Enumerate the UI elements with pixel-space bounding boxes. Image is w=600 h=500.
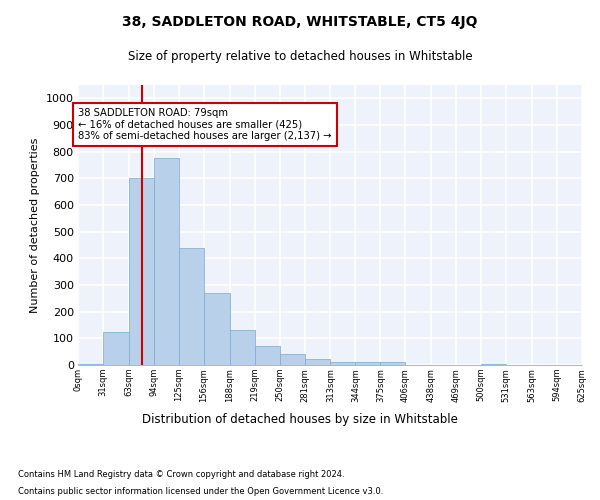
Bar: [305, 359, 331, 365]
Text: Contains HM Land Registry data © Crown copyright and database right 2024.: Contains HM Land Registry data © Crown c…: [18, 470, 344, 479]
Bar: [331, 362, 355, 365]
Bar: [179, 248, 204, 365]
Y-axis label: Number of detached properties: Number of detached properties: [30, 138, 40, 312]
Text: Contains public sector information licensed under the Open Government Licence v3: Contains public sector information licen…: [18, 488, 383, 496]
Bar: [78, 364, 103, 365]
Bar: [254, 346, 280, 365]
Bar: [154, 158, 179, 365]
Text: 38, SADDLETON ROAD, WHITSTABLE, CT5 4JQ: 38, SADDLETON ROAD, WHITSTABLE, CT5 4JQ: [122, 15, 478, 29]
Bar: [129, 178, 154, 365]
Bar: [230, 330, 254, 365]
Text: Size of property relative to detached houses in Whitstable: Size of property relative to detached ho…: [128, 50, 472, 63]
Bar: [280, 354, 305, 365]
Bar: [204, 293, 230, 365]
Bar: [355, 362, 380, 365]
Bar: [481, 364, 506, 365]
Bar: [380, 362, 406, 365]
Bar: [103, 332, 129, 365]
Text: 38 SADDLETON ROAD: 79sqm
← 16% of detached houses are smaller (425)
83% of semi-: 38 SADDLETON ROAD: 79sqm ← 16% of detach…: [79, 108, 332, 141]
Text: Distribution of detached houses by size in Whitstable: Distribution of detached houses by size …: [142, 412, 458, 426]
